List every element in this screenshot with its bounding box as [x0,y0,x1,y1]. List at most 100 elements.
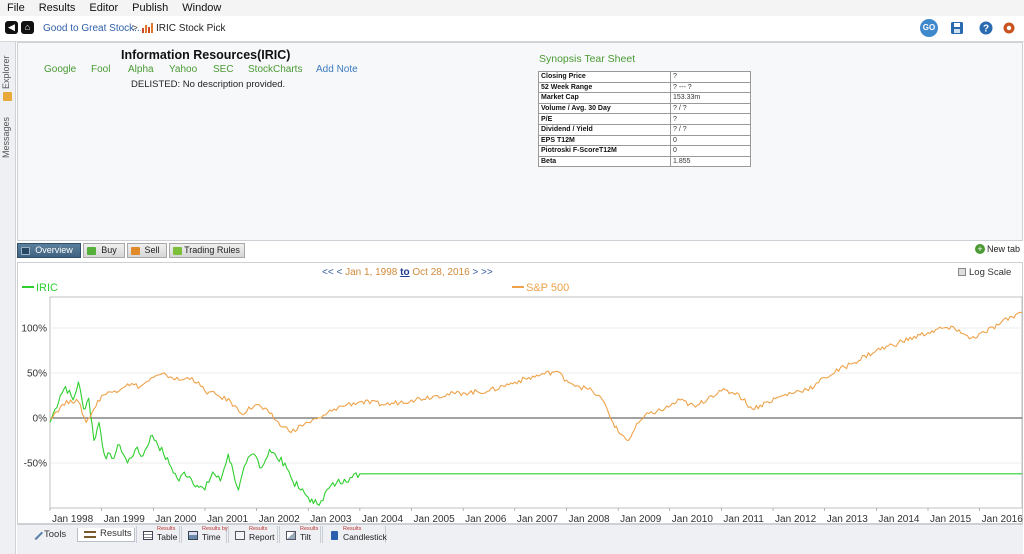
link-stockcharts[interactable]: StockCharts [248,64,303,75]
bottom-bar: Tools Results Results Table Results by T… [17,524,1023,554]
menu-file[interactable]: File [7,2,25,14]
add-note-link[interactable]: Add Note [316,64,358,75]
menu-editor[interactable]: Editor [89,2,119,14]
x-tick-label: Jan 2016 [982,514,1023,524]
tearsheet-value: 1.855 [670,155,751,168]
home-icon[interactable]: ⌂ [21,21,34,34]
new-tab-label: New tab [987,244,1021,254]
y-tick-label: 0% [33,414,48,425]
log-scale-toggle[interactable]: Log Scale [958,267,1011,278]
tearsheet-row: 52 Week Range? --- ? [538,81,751,94]
buy-icon [87,247,96,255]
plot-area [49,296,1023,509]
x-tick-label: Jan 2013 [827,514,869,524]
tab-overview-label: Overview [35,245,73,255]
menu-publish[interactable]: Publish [132,2,169,14]
tearsheet-value: 0 [670,145,751,157]
x-tick-label: Jan 2005 [414,514,456,524]
x-tick-label: Jan 1999 [104,514,146,524]
x-tick-label: Jan 2004 [362,514,404,524]
explorer-icon [3,92,12,101]
results-report-label: Report [249,532,275,542]
iric-series-line [49,381,1022,506]
tearsheet-key: Dividend / Yield [538,123,671,136]
link-alpha[interactable]: Alpha [128,64,154,75]
help-icon[interactable]: ? [979,21,993,35]
link-fool[interactable]: Fool [91,64,111,75]
log-scale-checkbox[interactable] [958,268,966,276]
x-tick-label: Jan 2009 [620,514,662,524]
end-date[interactable]: Oct 28, 2016 [412,267,470,278]
tearsheet-row: EPS T12M 0 [538,134,751,147]
results-tilt-tab[interactable]: Results Tilt [279,526,321,543]
tearsheet-value: ? / ? [670,123,751,136]
tearsheet-row: Dividend / Yield? / ? [538,123,751,136]
menu-window[interactable]: Window [182,2,222,14]
tearsheet-value: 0 [670,134,751,147]
new-tab-button[interactable]: + New tab [975,244,1020,254]
tearsheet-row: Piotroski F-ScoreT12M 0 [538,145,751,157]
results-candlestick-tab[interactable]: Results Candlestick [322,526,387,543]
tearsheet-value: 153.33m [670,92,751,104]
calendar-icon [188,531,198,540]
results-table-tab[interactable]: Results Table [136,526,180,543]
x-tick-label: Jan 2010 [672,514,714,524]
results-report-tab[interactable]: Results Report [228,526,278,543]
tools-tab[interactable]: Tools [21,525,71,542]
explorer-tab[interactable]: Explorer [1,55,11,89]
menu-results[interactable]: Results [38,2,76,14]
date-to-link[interactable]: to [400,267,410,278]
tearsheet-row: Market Cap 153.33m [538,92,751,104]
overview-panel: Information Resources(IRIC) Google Fool … [17,42,1023,241]
tab-buy[interactable]: Buy [83,243,125,258]
x-tick-label: Jan 2011 [723,514,764,524]
chart-panel: << < Jan 1, 1998 to Oct 28, 2016 > >> Lo… [17,262,1023,524]
tab-overview[interactable]: Overview [17,243,81,258]
tearsheet-key: Closing Price [538,71,671,83]
wrench-icon [28,525,44,541]
link-yahoo[interactable]: Yahoo [169,64,198,75]
messages-tab[interactable]: Messages [1,116,11,158]
link-sec[interactable]: SEC [213,64,234,75]
date-nav-back[interactable]: << < [322,267,343,278]
y-tick-label: 100% [21,324,47,335]
go-button[interactable]: GO [920,19,938,37]
y-tick-label: -50% [24,459,47,470]
x-tick-label: Jan 2001 [207,514,249,524]
results-table-sup: Results [157,526,176,532]
svg-text:?: ? [983,24,989,35]
save-icon[interactable] [950,21,964,35]
tearsheet-key: Market Cap [538,92,671,104]
breadcrumb-parent[interactable]: Good to Great Stock... [43,23,143,34]
tab-sell[interactable]: Sell [127,243,167,258]
y-tick-label: 50% [27,369,47,380]
x-tick-label: Jan 2002 [259,514,301,524]
stock-title: Information Resources(IRIC) [121,48,291,62]
tab-sell-label: Sell [144,245,160,255]
x-tick-label: Jan 2006 [465,514,507,524]
tearsheet-key: 52 Week Range [538,81,671,94]
date-nav-forward[interactable]: > >> [472,267,493,278]
chart-icon [141,22,153,34]
tearsheet-title: Synopsis Tear Sheet [539,53,636,65]
results-time-tab[interactable]: Results by Time [181,526,228,543]
table-icon [143,531,153,540]
performance-chart[interactable]: 100% 50% 0% -50% Jan 1998 Jan 1999 Jan 2000 Jan… [18,277,1023,524]
tab-trading-rules-label: Trading Rules [184,245,240,255]
tearsheet-row: Volume / Avg. 30 Day? / ? [538,102,751,115]
tearsheet-row: P/E? [538,113,751,125]
tearsheet-value: ? --- ? [670,81,751,94]
results-icon [84,531,96,538]
back-icon[interactable]: ◀ [5,21,18,34]
link-google[interactable]: Google [44,64,77,75]
results-report-sup: Results [249,526,268,532]
gear-icon[interactable] [1002,21,1016,35]
x-tick-label: Jan 1998 [52,514,94,524]
results-tab[interactable]: Results [77,528,135,542]
start-date[interactable]: Jan 1, 1998 [345,267,398,278]
tilt-icon [286,531,296,540]
tearsheet-key: Piotroski F-ScoreT12M [538,145,671,157]
tab-trading-rules[interactable]: Trading Rules [169,243,245,258]
breadcrumb-current: IRIC Stock Pick [156,23,226,34]
left-sidebar: Explorer Messages [0,42,16,554]
